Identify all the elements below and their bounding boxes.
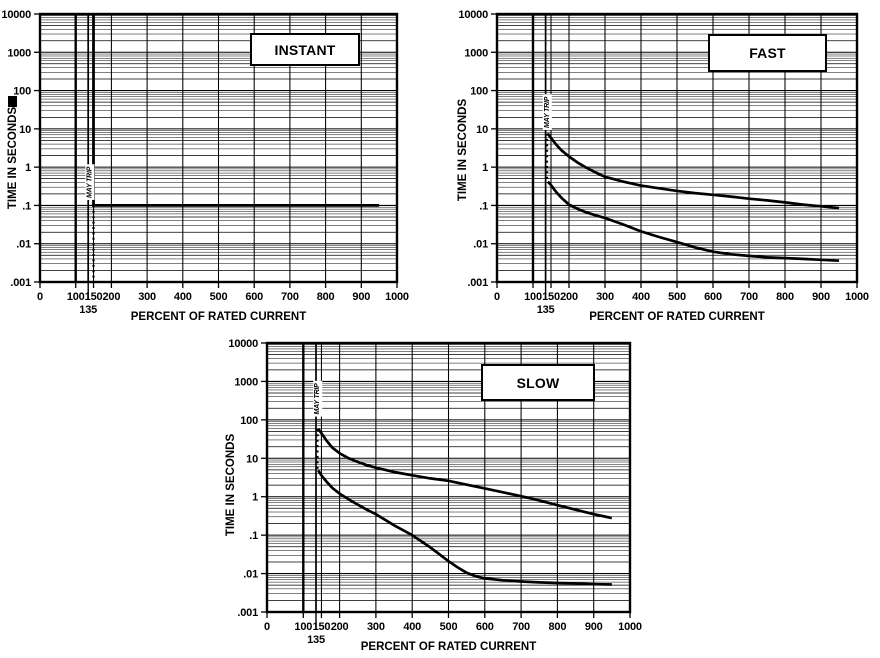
- svg-text:135: 135: [307, 634, 325, 646]
- instant-y-axis-title: TIME IN SECONDS: [7, 106, 19, 210]
- svg-text:1: 1: [25, 162, 31, 174]
- svg-text:100: 100: [524, 291, 542, 303]
- svg-text:100: 100: [240, 415, 258, 427]
- fast-plot: 0 100 150 200 300 400 500 600 700 800 900 100010000…: [458, 9, 869, 316]
- svg-text:500: 500: [210, 291, 228, 303]
- svg-text:900: 900: [352, 291, 370, 303]
- svg-text:1000: 1000: [385, 291, 409, 303]
- slow-plot: 0 100 150 200 300 400 500 600 700 800 900 100010000…: [228, 338, 642, 646]
- svg-text:700: 700: [512, 621, 530, 633]
- svg-text:10: 10: [19, 124, 31, 136]
- svg-text:600: 600: [704, 291, 722, 303]
- fast-x-axis-title: PERCENT OF RATED CURRENT: [589, 311, 765, 323]
- svg-text:100: 100: [13, 86, 31, 98]
- svg-text:0: 0: [494, 291, 500, 303]
- svg-text:1000: 1000: [464, 47, 488, 59]
- svg-text:1000: 1000: [845, 291, 869, 303]
- chart-instant: 0 100 150 200 300 400 500 600 700 800 900 1000 10000…: [0, 0, 440, 330]
- svg-text:100: 100: [470, 86, 488, 98]
- svg-text:600: 600: [245, 291, 263, 303]
- instant-x-axis-title: PERCENT OF RATED CURRENT: [130, 311, 307, 323]
- svg-text:500: 500: [440, 621, 458, 633]
- svg-text:400: 400: [174, 291, 192, 303]
- svg-text:.001: .001: [237, 607, 258, 619]
- svg-text:135: 135: [537, 304, 555, 316]
- svg-text:0: 0: [37, 291, 43, 303]
- svg-text:10000: 10000: [1, 9, 31, 21]
- svg-text:.1: .1: [249, 530, 258, 542]
- max-trip-time-curve: [317, 428, 613, 520]
- svg-text:10: 10: [476, 124, 488, 136]
- fast-title-label: FAST: [749, 45, 786, 61]
- svg-text:200: 200: [103, 291, 121, 303]
- svg-text:200: 200: [560, 291, 578, 303]
- svg-text:10: 10: [246, 453, 258, 465]
- min-trip-time-curve: [317, 469, 612, 586]
- fast-title-box: FAST: [708, 34, 827, 72]
- svg-text:10000: 10000: [228, 338, 258, 350]
- svg-text:800: 800: [549, 621, 567, 633]
- svg-text:150: 150: [313, 621, 331, 633]
- svg-text:400: 400: [403, 621, 421, 633]
- svg-text:100: 100: [294, 621, 312, 633]
- instant-plot: 0 100 150 200 300 400 500 600 700 800 900 100010000…: [1, 9, 409, 316]
- svg-text:150: 150: [542, 291, 560, 303]
- svg-text:200: 200: [331, 621, 349, 633]
- svg-text:.1: .1: [479, 200, 488, 212]
- svg-text:135: 135: [79, 304, 97, 316]
- slow-x-axis-title: PERCENT OF RATED CURRENT: [360, 641, 537, 653]
- fast-y-axis-title: TIME IN SECONDS: [457, 98, 469, 202]
- slow-y-axis-title: TIME IN SECONDS: [225, 433, 237, 537]
- svg-text:800: 800: [317, 291, 335, 303]
- scan-artifact-mark: [8, 96, 17, 107]
- svg-text:300: 300: [138, 291, 156, 303]
- may-trip-zone-label: MAY TRIP: [86, 166, 93, 198]
- svg-text:800: 800: [776, 291, 794, 303]
- svg-text:300: 300: [367, 621, 385, 633]
- svg-text:.001: .001: [10, 277, 31, 289]
- svg-text:900: 900: [812, 291, 830, 303]
- max-trip-time-curve: [546, 132, 840, 210]
- svg-text:300: 300: [596, 291, 614, 303]
- chart-fast: 0 100 150 200 300 400 500 600 700 800 900 1000 10000…: [440, 0, 880, 330]
- instant-title-label: INSTANT: [274, 41, 336, 58]
- svg-text:700: 700: [281, 291, 299, 303]
- svg-text:.01: .01: [473, 239, 488, 251]
- chart-slow: 0 100 150 200 300 400 500 600 700 800 900 1000 10000…: [215, 328, 665, 658]
- svg-text:0: 0: [264, 621, 270, 633]
- svg-text:1: 1: [482, 162, 488, 174]
- svg-text:1: 1: [252, 492, 258, 504]
- svg-text:100: 100: [67, 291, 85, 303]
- instant-title-box: INSTANT: [250, 33, 360, 66]
- svg-text:10000: 10000: [458, 9, 488, 21]
- min-trip-time-curve: [546, 180, 840, 263]
- svg-text:700: 700: [740, 291, 758, 303]
- svg-text:1000: 1000: [7, 47, 31, 59]
- slow-title-box: SLOW: [481, 364, 595, 401]
- svg-text:1000: 1000: [618, 621, 642, 633]
- svg-text:900: 900: [585, 621, 603, 633]
- svg-text:.001: .001: [467, 277, 488, 289]
- svg-text:.01: .01: [243, 569, 258, 581]
- svg-text:400: 400: [632, 291, 650, 303]
- may-trip-zone-label: MAY TRIP: [314, 383, 321, 415]
- svg-text:150: 150: [85, 291, 103, 303]
- svg-text:500: 500: [668, 291, 686, 303]
- svg-text:.01: .01: [16, 239, 31, 251]
- svg-text:600: 600: [476, 621, 494, 633]
- svg-text:.1: .1: [22, 200, 31, 212]
- slow-title-label: SLOW: [516, 374, 560, 391]
- may-trip-zone-label: MAY TRIP: [544, 96, 551, 128]
- svg-text:1000: 1000: [234, 376, 258, 388]
